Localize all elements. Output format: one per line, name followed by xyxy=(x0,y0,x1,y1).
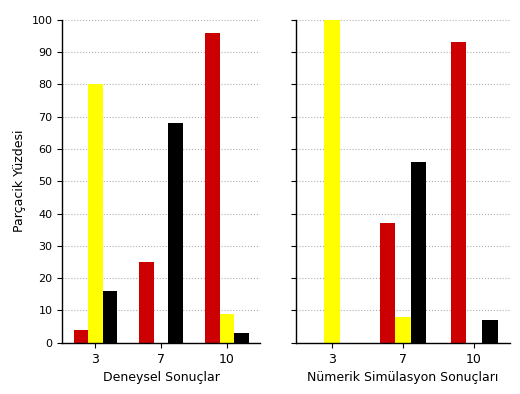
Bar xyxy=(380,223,395,343)
X-axis label: Nümerik Simülasyon Sonuçları: Nümerik Simülasyon Sonuçları xyxy=(307,371,499,384)
Bar xyxy=(205,33,220,343)
Bar xyxy=(411,162,426,343)
Bar xyxy=(482,320,498,343)
Bar xyxy=(74,330,88,343)
Bar xyxy=(451,42,466,343)
Bar xyxy=(235,333,249,343)
Bar xyxy=(324,20,340,343)
Bar xyxy=(220,314,235,343)
Bar xyxy=(139,262,154,343)
Bar xyxy=(395,317,411,343)
Bar xyxy=(102,291,117,343)
Bar xyxy=(168,123,183,343)
Bar xyxy=(88,84,102,343)
Y-axis label: Parçacik Yüzdesi: Parçacik Yüzdesi xyxy=(13,130,26,232)
X-axis label: Deneysel Sonuçlar: Deneysel Sonuçlar xyxy=(103,371,219,384)
Legend: Cikis 3, Cikis 2, Cikis 1: Cikis 3, Cikis 2, Cikis 1 xyxy=(373,26,442,86)
